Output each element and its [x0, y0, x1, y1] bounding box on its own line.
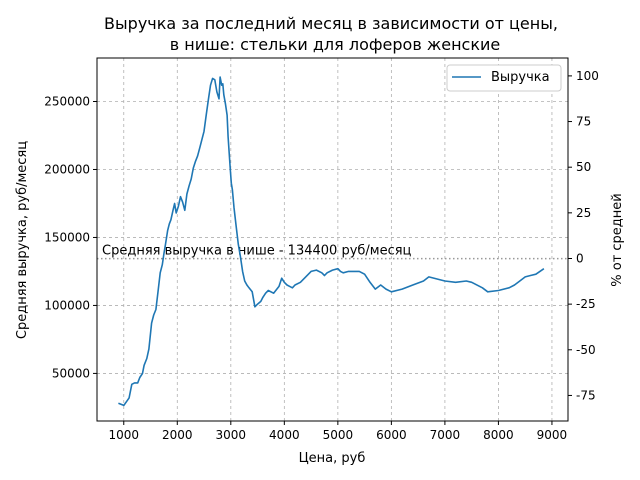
y2-tick-label: 50: [576, 160, 591, 174]
series-line-revenue: [118, 76, 545, 407]
x-axis: 1000 2000 3000 4000 5000 6000 7000 8000 9000: [108, 421, 567, 442]
x-tick-label: 3000: [216, 428, 247, 442]
legend-box: [446, 64, 562, 92]
x-tick-label: 8000: [483, 428, 514, 442]
average-label: Средняя выручка в нише - 134400 руб/меся…: [102, 244, 412, 259]
x-tick-label: 2000: [162, 428, 193, 442]
x-tick-label: 6000: [376, 428, 407, 442]
y-axis-left: 50000 100000 150000 200000 250000: [44, 95, 97, 380]
series-lines: [118, 76, 545, 407]
y-tick-label: 250000: [44, 95, 90, 109]
y2-axis-label: % от средней: [610, 193, 625, 286]
plot-area-frame: [96, 57, 569, 422]
y-tick-label: 50000: [52, 366, 90, 380]
x-tick-label: 9000: [537, 428, 568, 442]
y2-tick-label: -25: [576, 297, 596, 311]
y2-tick-label: -75: [576, 388, 596, 402]
legend: Выручка: [446, 64, 562, 92]
y-axis-label: Средняя выручка, руб/месяц: [15, 141, 30, 339]
y-axis-right: -75 -50 -25 0 25 50 75 100: [568, 69, 599, 402]
chart-title-line1: Выручка за последний месяц в зависимости…: [104, 14, 558, 33]
y2-tick-label: 25: [576, 206, 591, 220]
x-tick-label: 7000: [430, 428, 461, 442]
y2-tick-label: 100: [576, 69, 599, 83]
y2-tick-label: -50: [576, 343, 596, 357]
x-tick-label: 5000: [323, 428, 354, 442]
grid-lines: [97, 58, 568, 421]
legend-label: Выручка: [491, 70, 550, 85]
x-tick-label: 1000: [108, 428, 139, 442]
y-tick-label: 150000: [44, 230, 90, 244]
y2-tick-label: 75: [576, 115, 591, 129]
average-line-group: Средняя выручка в нише - 134400 руб/меся…: [97, 244, 568, 260]
x-tick-label: 4000: [269, 428, 300, 442]
y-tick-label: 200000: [44, 162, 90, 176]
chart-title-line2: в нише: стельки для лоферов женские: [170, 35, 501, 54]
y-tick-label: 100000: [44, 298, 90, 312]
x-axis-label: Цена, руб: [299, 451, 366, 466]
y2-tick-label: 0: [576, 251, 584, 265]
